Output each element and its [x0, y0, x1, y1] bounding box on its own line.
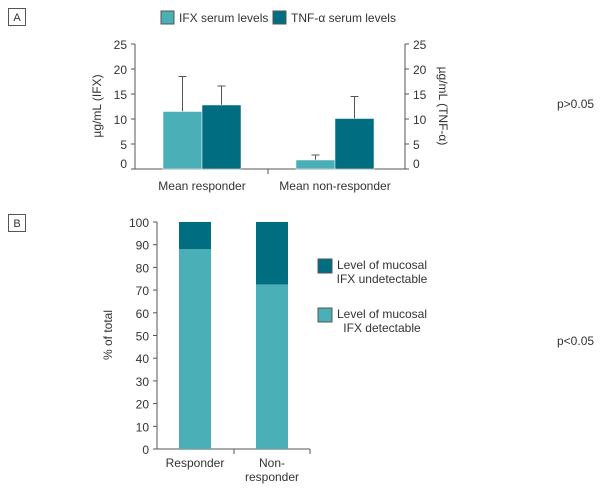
y-tick-label: 100	[129, 216, 149, 230]
legend-swatch-ifx	[160, 10, 175, 25]
y-tick-label-left: 0	[120, 157, 127, 171]
y-tick-label-left: 20	[114, 63, 128, 77]
legend-label: IFX detectable	[343, 321, 421, 335]
legend-swatch-tnf	[272, 10, 287, 25]
y-tick-label-left: 5	[120, 138, 127, 152]
panel-label-B: B	[13, 218, 20, 230]
bar-ifx	[295, 159, 336, 170]
y-tick-label: 50	[136, 330, 150, 344]
x-category-label: Mean non-responder	[279, 179, 390, 193]
legend-swatch-detectable	[317, 307, 333, 323]
stacked-bar-detectable	[179, 249, 211, 449]
y-tick-label-right: 0	[413, 157, 420, 171]
y-tick-label-right: 10	[413, 113, 427, 127]
y-tick-label: 90	[136, 239, 150, 253]
y-axis-label-left: µg/mL (IFX)	[90, 74, 104, 137]
y-tick-label: 20	[136, 398, 150, 412]
legend-label: IFX undetectable	[337, 272, 428, 286]
panel-label-A: A	[13, 12, 21, 24]
y-tick-label: 30	[136, 375, 150, 389]
stacked-bar-detectable	[256, 284, 288, 449]
y-axis-label-right: µg/mL (TNF-α)	[436, 67, 450, 146]
y-tick-label-right: 15	[413, 88, 427, 102]
panel-label-box-B	[8, 214, 26, 232]
x-category-label: Mean responder	[158, 179, 245, 193]
y-tick-label-left: 25	[114, 38, 128, 52]
legend-label: Level of mucosal	[337, 307, 427, 321]
p-value-b: p<0.05	[557, 334, 594, 348]
p-value-a: p>0.05	[557, 97, 594, 111]
bar-ifx	[162, 111, 203, 170]
x-category-label: Responder	[166, 456, 225, 470]
y-tick-label-right: 5	[413, 138, 420, 152]
x-category-label: responder	[245, 470, 299, 484]
y-tick-label: 80	[136, 261, 150, 275]
y-tick-label: 10	[136, 420, 150, 434]
y-axis-label: % of total	[101, 310, 115, 360]
y-tick-label: 40	[136, 352, 150, 366]
x-category-label: Non-	[259, 456, 285, 470]
legend-label: Level of mucosal	[337, 258, 427, 272]
y-tick-label-right: 25	[413, 38, 427, 52]
y-tick-label-left: 10	[114, 113, 128, 127]
legend-label-tnf: TNF-α serum levels	[291, 11, 396, 25]
y-tick-label: 0	[142, 443, 149, 457]
legend-swatch-undetectable	[317, 258, 333, 274]
bar-tnf	[201, 104, 242, 170]
bar-tnf	[334, 118, 375, 170]
panel-label-box-A	[8, 8, 26, 26]
y-tick-label-left: 15	[114, 88, 128, 102]
stacked-bar-undetectable	[256, 222, 288, 285]
y-tick-label-right: 20	[413, 63, 427, 77]
y-tick-label: 60	[136, 307, 150, 321]
y-tick-label: 70	[136, 284, 150, 298]
stacked-bar-undetectable	[179, 222, 211, 250]
legend-label-ifx: IFX serum levels	[179, 11, 268, 25]
